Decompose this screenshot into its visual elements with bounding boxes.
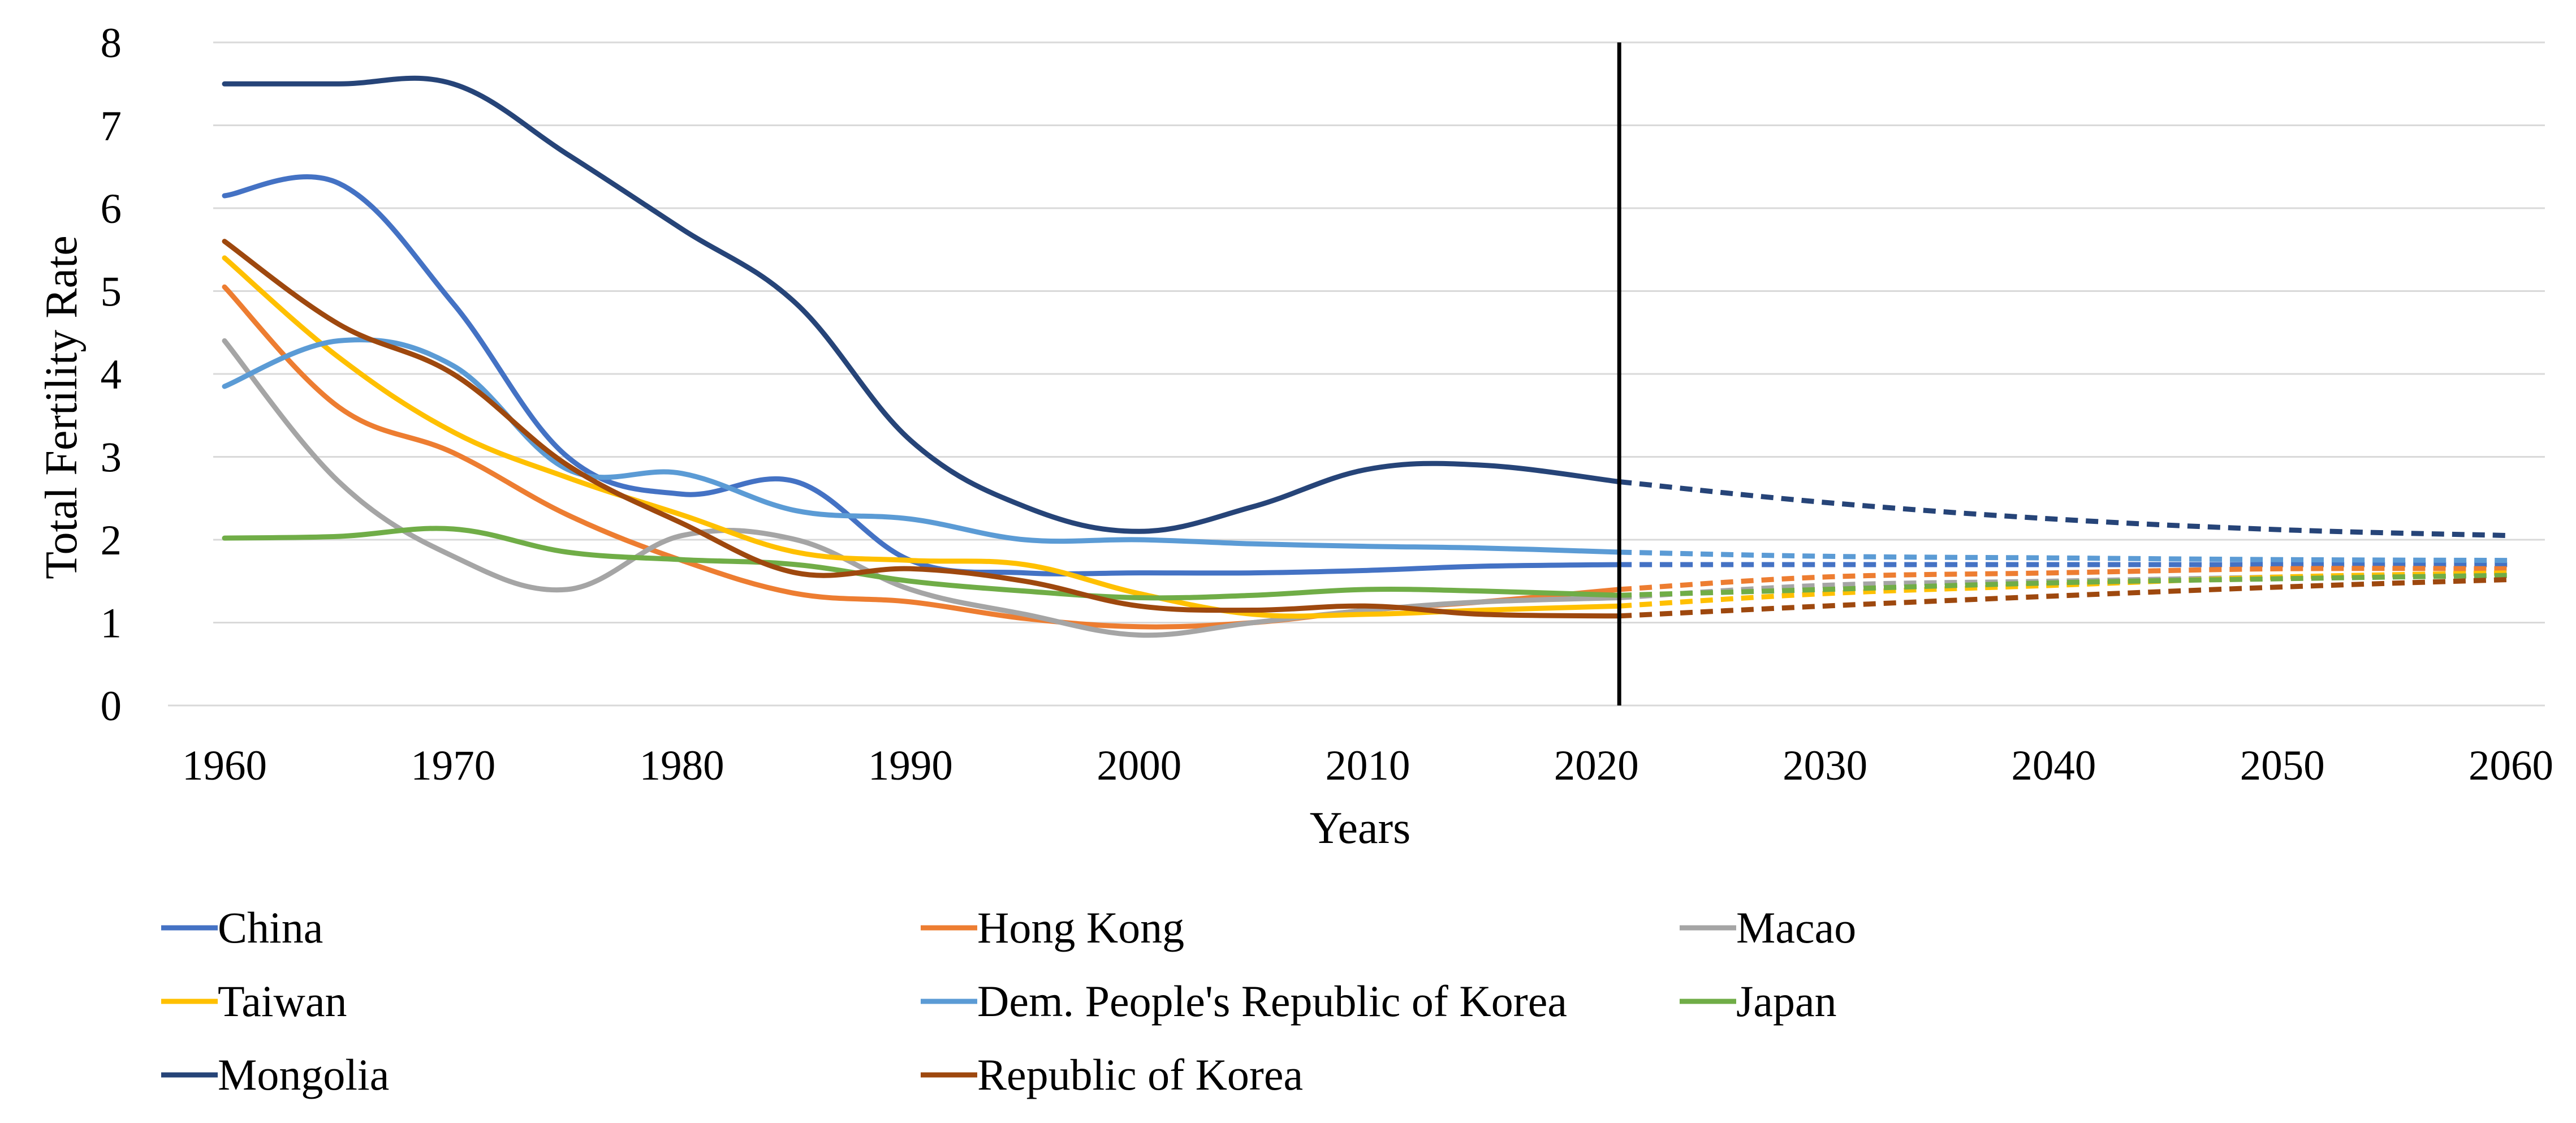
- series-line-japan: [222, 526, 1622, 601]
- legend-item-japan: Japan: [1680, 976, 1837, 1026]
- y-tick-label: 7: [101, 103, 122, 150]
- y-tick-label: 2: [101, 517, 122, 564]
- y-tick-label: 8: [101, 20, 122, 67]
- x-tick-label: 2020: [1554, 742, 1639, 789]
- series-line-dem-people-s-republic-of-korea: [222, 337, 1622, 555]
- series-china: [222, 174, 2511, 576]
- x-tick-label: 1990: [868, 742, 953, 789]
- legend-item-macao: Macao: [1680, 903, 1856, 952]
- legend-item-dem-people-s-republic-of-korea: Dem. People's Republic of Korea: [921, 976, 1567, 1026]
- series-republic-of-korea: [222, 239, 2512, 619]
- x-tick-label: 1970: [411, 742, 495, 789]
- tick-labels: 0 1 2 3 4 5 6 7 8 1960 1970 1980 1990 2000 2010 2020 203…: [101, 20, 2554, 789]
- y-tick-label: 5: [101, 269, 122, 316]
- series-japan: [222, 526, 2512, 601]
- series-lines: [222, 75, 2512, 638]
- projection-line-mongolia: [1619, 479, 2512, 539]
- x-tick-label: 1960: [182, 742, 267, 789]
- legend-label: Macao: [1736, 903, 1856, 952]
- y-tick-label: 1: [101, 600, 122, 647]
- x-tick-label: 2000: [1097, 742, 1181, 789]
- y-axis-title: Total Fertility Rate: [37, 235, 87, 579]
- legend-item-republic-of-korea: Republic of Korea: [921, 1050, 1303, 1099]
- projection-line-dem-people-s-republic-of-korea: [1619, 549, 2512, 563]
- series-mongolia: [222, 75, 2512, 539]
- legend-label: China: [218, 903, 323, 952]
- projection-line-republic-of-korea: [1619, 576, 2512, 619]
- legend-label: Republic of Korea: [977, 1050, 1303, 1099]
- series-line-mongolia: [222, 75, 1622, 534]
- series-taiwan: [222, 255, 2512, 619]
- series-line-taiwan: [222, 255, 1622, 619]
- legend-label: Dem. People's Republic of Korea: [977, 976, 1567, 1026]
- legend-label: Taiwan: [218, 976, 347, 1026]
- legend-label: Hong Kong: [977, 903, 1184, 952]
- series-line-republic-of-korea: [222, 239, 1622, 619]
- projection-line-japan: [1619, 573, 2512, 598]
- gridlines: [213, 41, 2545, 623]
- x-tick-label: 2010: [1326, 742, 1410, 789]
- x-tick-label: 1980: [640, 742, 724, 789]
- series-dem-people-s-republic-of-korea: [222, 337, 2512, 563]
- legend-item-hong-kong: Hong Kong: [921, 903, 1184, 952]
- y-tick-label: 6: [101, 186, 122, 233]
- legend-item-mongolia: Mongolia: [161, 1050, 389, 1099]
- projection-line-hong-kong: [1619, 566, 2512, 592]
- x-tick-label: 2030: [1783, 742, 1867, 789]
- legend-item-taiwan: Taiwan: [161, 976, 347, 1026]
- legend-item-china: China: [161, 903, 323, 952]
- y-tick-label: 0: [101, 683, 122, 730]
- legend-label: Mongolia: [218, 1050, 389, 1099]
- legend: China Hong Kong Macao Taiwan Dem. People's R…: [161, 903, 1856, 1099]
- x-tick-label: 2050: [2240, 742, 2325, 789]
- series-line-macao: [222, 338, 1622, 638]
- x-axis-title: Years: [1310, 803, 1411, 853]
- legend-label: Japan: [1736, 976, 1837, 1026]
- y-tick-label: 4: [101, 351, 122, 398]
- y-tick-label: 3: [101, 434, 122, 481]
- x-tick-label: 2040: [2011, 742, 2096, 789]
- x-tick-label: 2060: [2469, 742, 2553, 789]
- series-line-china: [222, 174, 1622, 576]
